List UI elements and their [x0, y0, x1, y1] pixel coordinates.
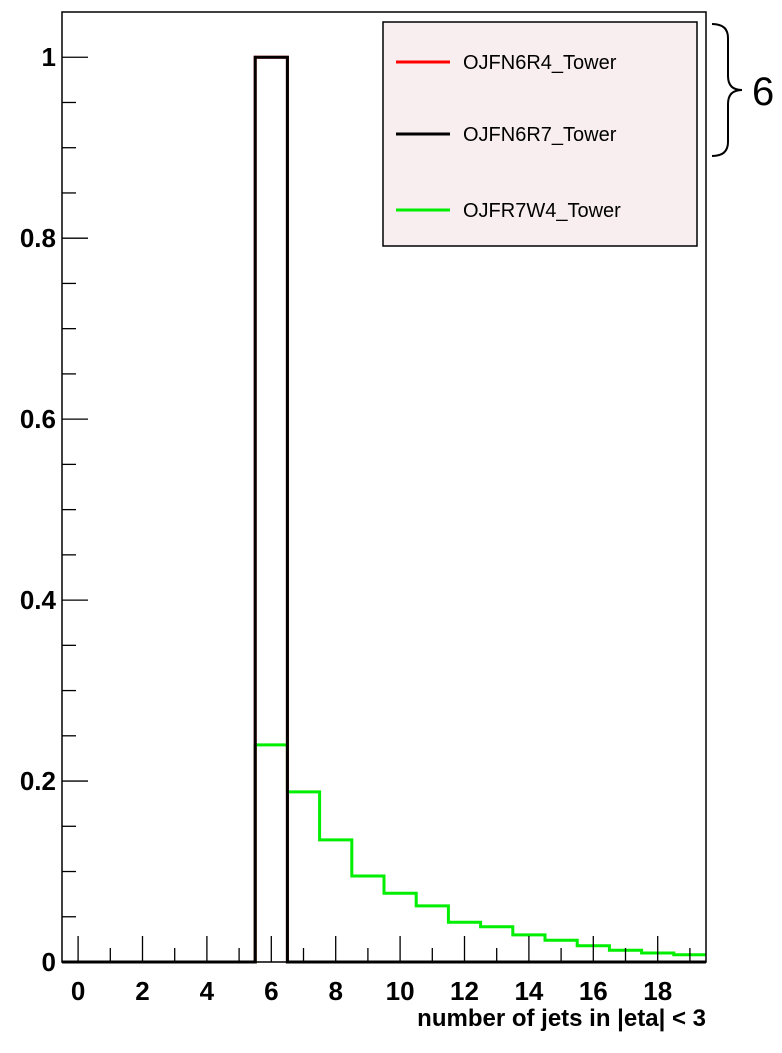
legend-brace-annotation: 6 — [711, 23, 774, 157]
brace-icon — [711, 23, 743, 157]
legend-label-OJFN6R7_Tower: OJFN6R7_Tower — [463, 124, 617, 146]
legend-label-OJFR7W4_Tower: OJFR7W4_Tower — [463, 200, 621, 222]
x-tick-label: 18 — [643, 976, 672, 1006]
x-tick-label: 4 — [200, 976, 215, 1006]
axes: 0 2 4 6 8 10 12 14 16 18 0 0.2 0.4 0.6 0.8 1 number of j… — [20, 11, 707, 1032]
x-tick-label: 8 — [328, 976, 342, 1006]
bin-OJFN6R4_Tower-6 — [255, 57, 287, 962]
y-tick-label: 0.8 — [20, 223, 56, 253]
x-tick-label: 2 — [135, 976, 149, 1006]
x-tick-label: 6 — [264, 976, 278, 1006]
y-tick-label: 0 — [42, 947, 56, 977]
plot-frame — [61, 11, 707, 963]
y-tick-label: 1 — [42, 42, 56, 72]
legend: OJFN6R4_Tower OJFN6R7_Tower OJFR7W4_Tower — [396, 52, 621, 222]
series-line-OJFR7W4_Tower — [62, 743, 706, 964]
legend-label-OJFN6R4_Tower: OJFN6R4_Tower — [463, 52, 617, 74]
bin-OJFN6R7_Tower-6 — [255, 57, 287, 962]
series-OJFR7W4_Tower — [62, 743, 706, 964]
x-axis-title: number of jets in |eta| < 3 — [417, 1005, 706, 1032]
y-tick-label: 0.4 — [20, 585, 57, 615]
x-tick-label: 16 — [579, 976, 608, 1006]
x-tick-label: 10 — [386, 976, 415, 1006]
brace-label: 6 — [752, 70, 774, 114]
bin-OJFR7W4_Tower-6 — [255, 745, 287, 962]
x-tick-label: 12 — [450, 976, 479, 1006]
y-tick-label: 0.2 — [20, 766, 56, 796]
y-tick-label: 0.6 — [20, 404, 56, 434]
x-tick-label: 14 — [514, 976, 543, 1006]
x-tick-label: 0 — [71, 976, 85, 1006]
bin-OJFR7W4_Tower-7 — [287, 792, 319, 962]
